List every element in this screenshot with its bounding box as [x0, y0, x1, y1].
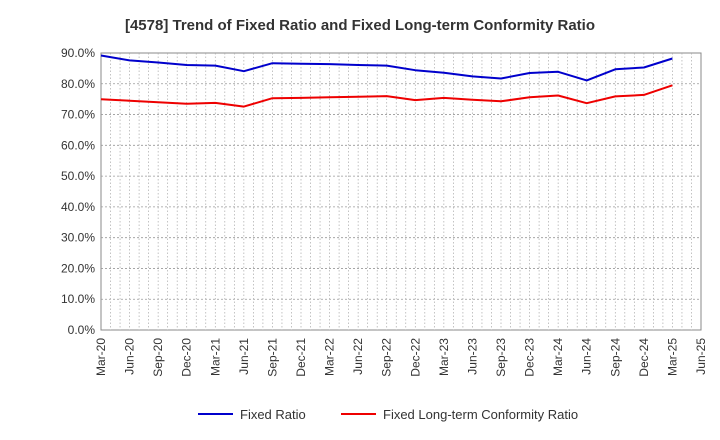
y-tick-label: 20.0%	[61, 261, 95, 275]
x-tick-label: Dec-24	[637, 338, 651, 377]
y-tick-label: 10.0%	[61, 292, 95, 306]
x-tick-label: Mar-25	[665, 338, 679, 376]
legend-label: Fixed Ratio	[240, 407, 306, 422]
series-lines	[100, 54, 673, 108]
x-tick-label: Jun-22	[351, 338, 365, 375]
legend-fixed-ratio: Fixed Ratio	[198, 407, 306, 422]
x-tick-label: Jun-23	[465, 338, 479, 375]
y-tick-label: 50.0%	[61, 169, 95, 183]
series-line-fixed-long-term-conformity-ratio	[100, 84, 673, 108]
x-tick-label: Dec-22	[408, 338, 422, 377]
x-tick-label: Dec-23	[523, 338, 537, 377]
x-tick-label: Jun-24	[580, 338, 594, 375]
y-tick-label: 40.0%	[61, 200, 95, 214]
y-tick-label: 70.0%	[61, 108, 95, 122]
series-line-fixed-ratio	[100, 54, 673, 82]
x-tick-label: Jun-21	[237, 338, 251, 375]
x-tick-label: Sep-23	[494, 338, 508, 377]
y-tick-label: 60.0%	[61, 138, 95, 152]
x-tick-label: Mar-23	[437, 338, 451, 376]
x-tick-label: Dec-21	[294, 338, 308, 377]
x-tick-label: Mar-21	[208, 338, 222, 376]
x-tick-label: Sep-21	[265, 338, 279, 377]
x-tick-label: Mar-22	[323, 338, 337, 376]
plot-area	[100, 52, 702, 331]
x-tick-label: Sep-20	[151, 338, 165, 377]
y-tick-label: 0.0%	[68, 323, 96, 337]
x-tick-label: Sep-24	[608, 338, 622, 377]
x-tick-label: Jun-25	[694, 338, 708, 375]
x-tick-label: Dec-20	[180, 338, 194, 377]
legend: Fixed Ratio Fixed Long-term Conformity Ra…	[198, 407, 578, 422]
chart-title: [4578] Trend of Fixed Ratio and Fixed Lo…	[125, 17, 595, 34]
y-tick-label: 80.0%	[61, 77, 95, 91]
y-tick-label: 90.0%	[61, 46, 95, 60]
axes: 0.0% 10.0% 20.0% 30.0% 40.0% 50.0% 60.0% 70.0% 8…	[61, 46, 708, 377]
legend-label: Fixed Long-term Conformity Ratio	[383, 407, 578, 422]
x-tick-label: Mar-24	[551, 338, 565, 376]
grid	[100, 52, 702, 331]
x-tick-label: Mar-20	[94, 338, 108, 376]
legend-fixed-long-term-conformity-ratio: Fixed Long-term Conformity Ratio	[341, 407, 578, 422]
x-tick-label: Jun-20	[123, 338, 137, 375]
y-tick-label: 30.0%	[61, 231, 95, 245]
x-tick-label: Sep-22	[380, 338, 394, 377]
